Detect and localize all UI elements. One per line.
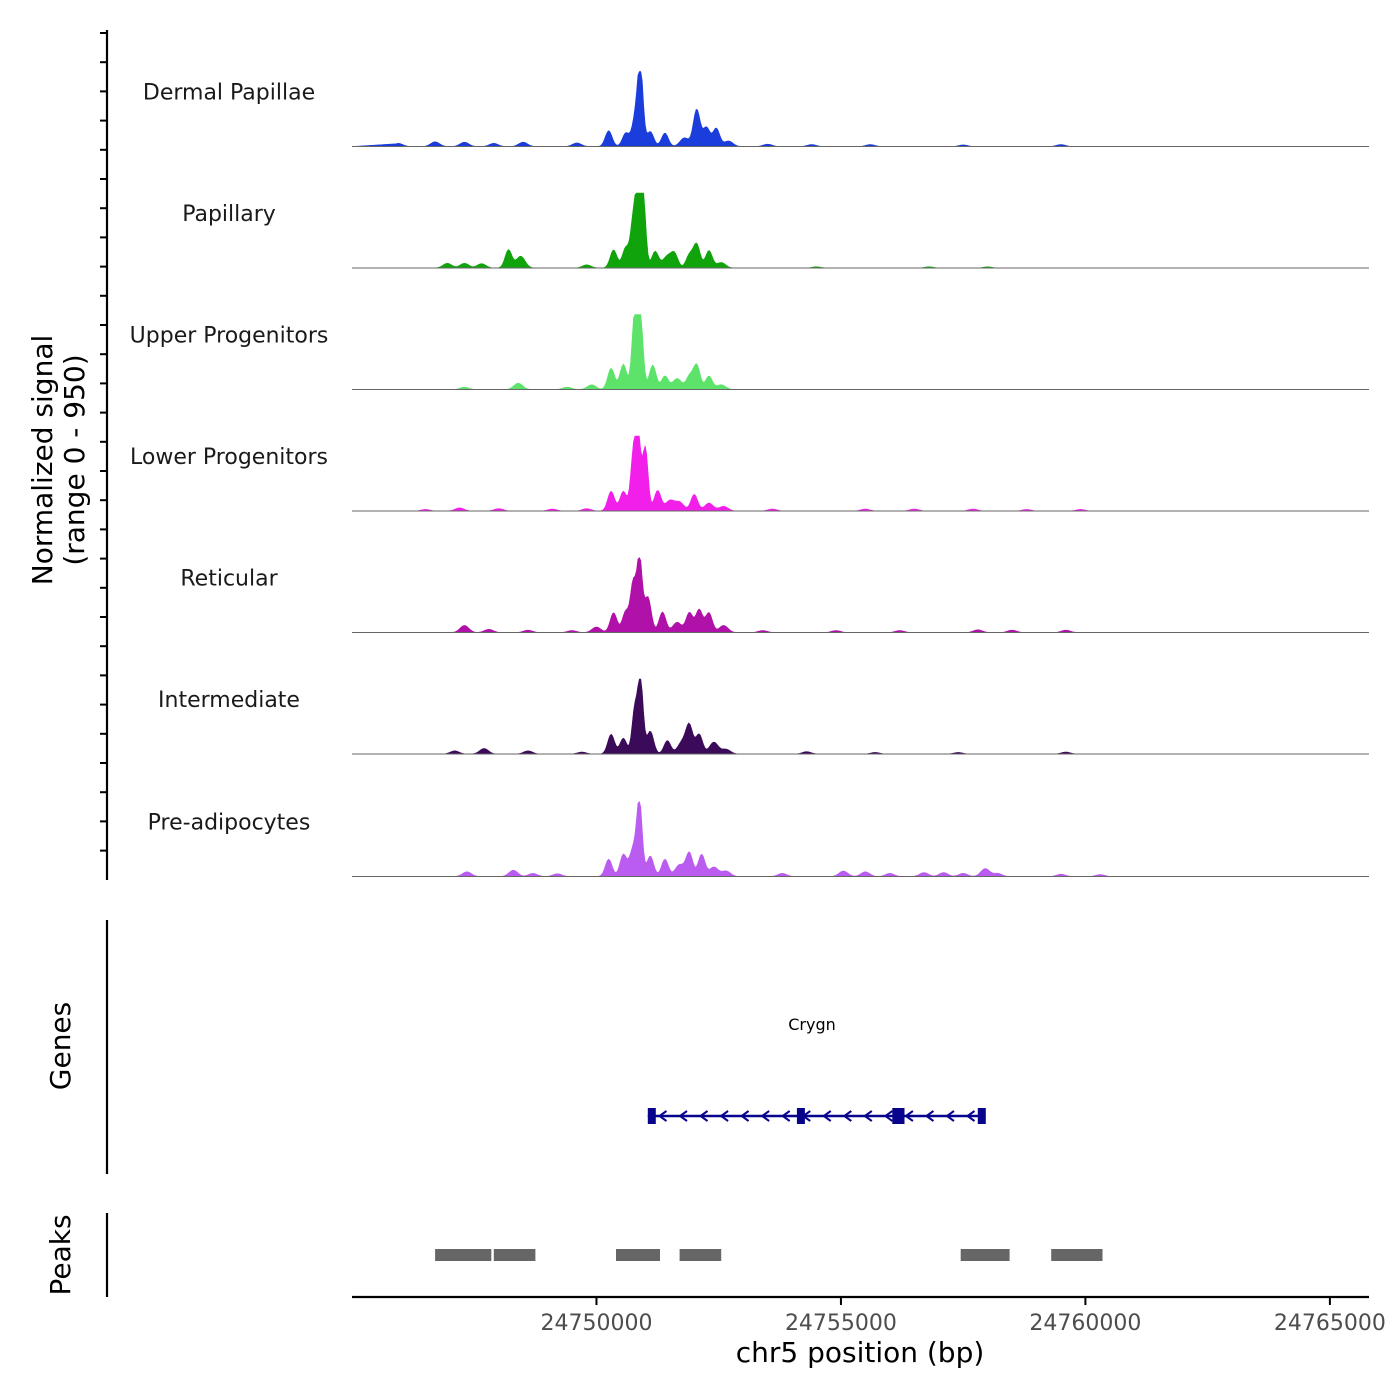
strand-arrow bbox=[780, 1110, 791, 1122]
x-axis-ticks: 24750000 24755000 24760000 24765000 bbox=[540, 1297, 1386, 1336]
strand-arrow bbox=[965, 1110, 976, 1122]
track-upper-progenitors: Upper Progenitors bbox=[130, 314, 1369, 390]
strand-arrow bbox=[719, 1110, 729, 1122]
track-label: Upper Progenitors bbox=[130, 324, 329, 349]
strand-arrow bbox=[924, 1110, 935, 1122]
strand-arrow bbox=[883, 1110, 893, 1122]
peak-region bbox=[493, 1249, 536, 1261]
track-label: Dermal Papillae bbox=[143, 81, 315, 106]
track-label: Reticular bbox=[180, 567, 278, 592]
peaks-axis-title: Peaks bbox=[44, 1214, 77, 1295]
track-label: Lower Progenitors bbox=[130, 445, 328, 470]
strand-arrow bbox=[863, 1110, 873, 1122]
gene-exon bbox=[977, 1108, 986, 1124]
track-pre-adipocytes: Pre-adipocytes bbox=[148, 800, 1369, 877]
genes-axis-title: Genes bbox=[44, 1002, 77, 1090]
strand-arrow bbox=[657, 1110, 668, 1122]
y-axis-title-line1: Normalized signal bbox=[26, 335, 59, 586]
gene-name-label: Crygn bbox=[788, 1015, 836, 1034]
track-label: Intermediate bbox=[158, 688, 300, 713]
track-intermediate: Intermediate bbox=[158, 678, 1369, 755]
strand-arrow bbox=[822, 1110, 832, 1122]
peak-region bbox=[960, 1249, 1010, 1261]
coverage-tracks: Dermal Papillae Papillary Upper Progenitor… bbox=[130, 71, 1369, 877]
strand-arrow bbox=[760, 1110, 770, 1122]
gene-exon bbox=[796, 1108, 805, 1124]
peak-region bbox=[616, 1249, 660, 1261]
peak-region bbox=[1051, 1249, 1103, 1261]
strand-arrow bbox=[739, 1110, 750, 1122]
x-axis-title: chr5 position (bp) bbox=[736, 1336, 985, 1369]
strand-arrow bbox=[904, 1110, 914, 1122]
x-tick-label: 24750000 bbox=[540, 1311, 652, 1336]
gene-exon bbox=[892, 1108, 905, 1124]
track-dermal-papillae: Dermal Papillae bbox=[143, 71, 1369, 147]
track-label: Pre-adipocytes bbox=[148, 811, 311, 836]
peak-regions bbox=[435, 1249, 1103, 1261]
x-tick-label: 24765000 bbox=[1274, 1311, 1386, 1336]
gene-model-crygn bbox=[647, 1108, 986, 1124]
x-tick-label: 24755000 bbox=[785, 1311, 897, 1336]
track-papillary: Papillary bbox=[182, 192, 1369, 269]
gene-exon bbox=[647, 1108, 656, 1124]
peak-region bbox=[435, 1249, 492, 1261]
track-lower-progenitors: Lower Progenitors bbox=[130, 435, 1369, 512]
coverage-y-axis-ticks bbox=[100, 32, 107, 852]
strand-arrow bbox=[678, 1110, 688, 1122]
strand-arrow bbox=[842, 1110, 852, 1122]
y-axis-title-line2: (range 0 - 950) bbox=[58, 354, 91, 565]
x-tick-label: 24760000 bbox=[1029, 1311, 1141, 1336]
track-label: Papillary bbox=[182, 202, 276, 227]
strand-arrow bbox=[945, 1110, 955, 1122]
track-reticular: Reticular bbox=[180, 556, 1369, 633]
peak-region bbox=[679, 1249, 722, 1261]
strand-arrow bbox=[698, 1110, 709, 1122]
